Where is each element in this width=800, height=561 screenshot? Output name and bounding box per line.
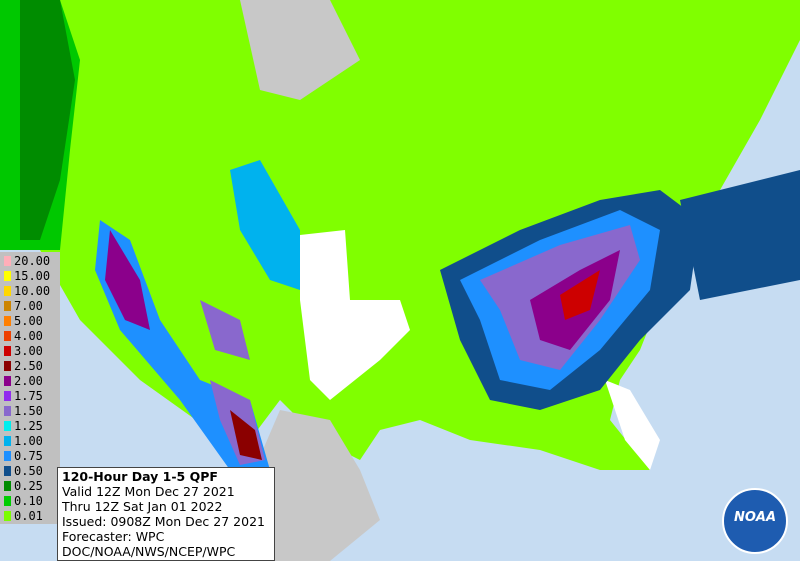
legend-label: 20.00 <box>14 254 51 268</box>
info-line: Valid 12Z Mon Dec 27 2021 <box>62 484 235 499</box>
info-box: 120-Hour Day 1-5 QPF Valid 12Z Mon Dec 2… <box>57 467 275 561</box>
co-100 <box>230 160 300 290</box>
az-250 <box>230 410 262 460</box>
logo-text: NOAA <box>733 510 777 525</box>
legend-swatch <box>4 391 11 401</box>
legend-label: 10.00 <box>14 284 51 298</box>
legend-swatch <box>4 376 11 386</box>
legend-swatch <box>4 466 11 476</box>
legend-label: 15.00 <box>14 269 51 283</box>
legend-row: 0.75 <box>0 449 60 463</box>
legend-swatch <box>4 406 11 416</box>
legend-row: 0.01 <box>0 509 60 523</box>
legend-label: 7.00 <box>14 299 43 313</box>
atlantic-050 <box>680 170 800 300</box>
info-line: Thru 12Z Sat Jan 01 2022 <box>62 499 223 514</box>
legend-swatch <box>4 436 11 446</box>
legend-label: 1.50 <box>14 404 43 418</box>
legend-row: 0.50 <box>0 464 60 478</box>
legend-row: 10.00 <box>0 284 60 298</box>
legend-row: 5.00 <box>0 314 60 328</box>
legend-label: 1.75 <box>14 389 43 403</box>
gray-mexico <box>250 410 380 561</box>
legend-label: 4.00 <box>14 329 43 343</box>
legend-swatch <box>4 511 11 521</box>
legend-label: 0.50 <box>14 464 43 478</box>
legend-label: 0.75 <box>14 449 43 463</box>
legend-row: 1.25 <box>0 419 60 433</box>
legend-label: 0.01 <box>14 509 43 523</box>
legend-swatch <box>4 451 11 461</box>
legend-swatch <box>4 286 11 296</box>
legend-row: 1.75 <box>0 389 60 403</box>
legend-label: 2.50 <box>14 359 43 373</box>
legend-swatch <box>4 346 11 356</box>
se-300 <box>560 270 600 320</box>
legend-row: 2.00 <box>0 374 60 388</box>
legend-swatch <box>4 316 11 326</box>
legend-label: 5.00 <box>14 314 43 328</box>
info-line: Issued: 0908Z Mon Dec 27 2021 <box>62 514 265 529</box>
dry-texas <box>300 230 410 400</box>
info-line: Forecaster: WPC <box>62 529 165 544</box>
legend-row: 20.00 <box>0 254 60 268</box>
info-line: DOC/NOAA/NWS/NCEP/WPC <box>62 544 236 559</box>
noaa-logo: NOAA <box>722 488 788 554</box>
legend: 20.00 15.00 10.00 7.00 5.00 4.00 3.00 2.50 2.00 1… <box>0 252 60 524</box>
legend-label: 3.00 <box>14 344 43 358</box>
legend-row: 2.50 <box>0 359 60 373</box>
legend-label: 0.10 <box>14 494 43 508</box>
legend-row: 1.50 <box>0 404 60 418</box>
legend-row: 0.25 <box>0 479 60 493</box>
coast-dark <box>20 0 75 240</box>
dry-florida <box>605 380 660 470</box>
legend-label: 2.00 <box>14 374 43 388</box>
legend-label: 0.25 <box>14 479 43 493</box>
legend-swatch <box>4 496 11 506</box>
legend-swatch <box>4 331 11 341</box>
legend-row: 0.10 <box>0 494 60 508</box>
legend-swatch <box>4 256 11 266</box>
info-title: 120-Hour Day 1-5 QPF <box>62 469 218 484</box>
legend-swatch <box>4 361 11 371</box>
legend-label: 1.00 <box>14 434 43 448</box>
gray-north <box>240 0 360 100</box>
ut-150 <box>200 300 250 360</box>
legend-row: 4.00 <box>0 329 60 343</box>
ca-200 <box>105 230 150 330</box>
legend-swatch <box>4 421 11 431</box>
legend-row: 3.00 <box>0 344 60 358</box>
legend-row: 7.00 <box>0 299 60 313</box>
legend-label: 1.25 <box>14 419 43 433</box>
legend-row: 15.00 <box>0 269 60 283</box>
legend-swatch <box>4 301 11 311</box>
legend-row: 1.00 <box>0 434 60 448</box>
legend-swatch <box>4 481 11 491</box>
legend-swatch <box>4 271 11 281</box>
